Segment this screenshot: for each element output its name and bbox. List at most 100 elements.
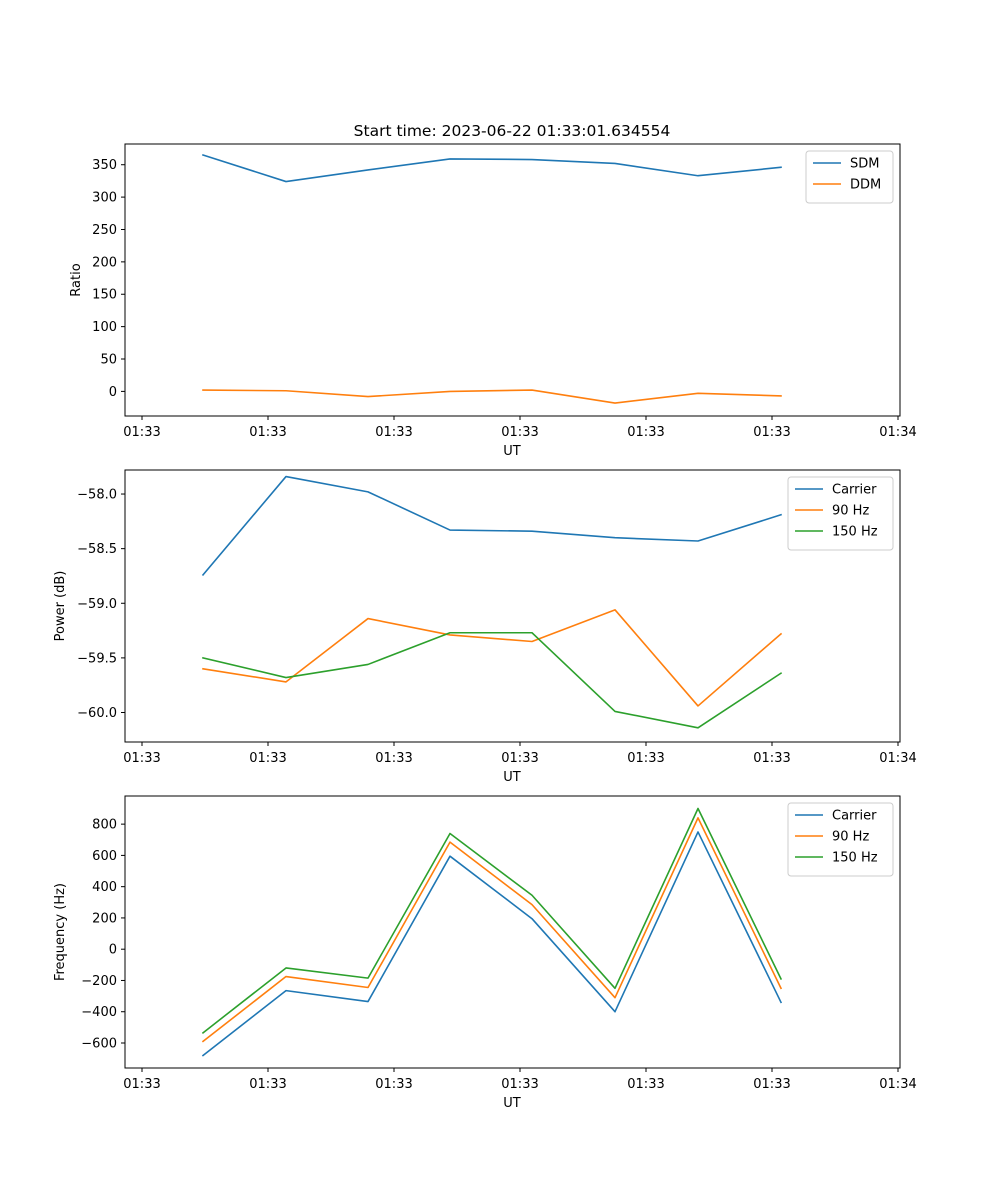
x-tick-label: 01:33 [375, 1077, 412, 1092]
data-point [367, 169, 369, 171]
series-line-ddm [202, 389, 782, 404]
data-point [285, 181, 287, 183]
y-tick-label: 50 [100, 353, 117, 368]
data-point [449, 391, 451, 393]
legend-entry-label: 90 Hz [832, 504, 869, 519]
x-tick-label: 01:33 [375, 751, 412, 766]
chart-panel-2: −60.0 −59.5 −59.0 −58.5 −58.0 01:33 01:33 01:33… [53, 469, 917, 785]
x-tick-label: 01:33 [249, 1077, 286, 1092]
series-line-sdm [201, 154, 782, 183]
data-point [202, 668, 204, 670]
y-tick-label: 200 [92, 255, 117, 270]
y-axis-label: Power (dB) [53, 571, 68, 642]
data-point [614, 163, 616, 165]
x-tick-label: 01:33 [123, 1077, 160, 1092]
data-point [531, 632, 533, 634]
x-tick-label: 01:33 [753, 1077, 790, 1092]
x-tick-label: 01:33 [249, 425, 286, 440]
x-tick-label: 01:33 [627, 1077, 664, 1092]
legend-entry-label: 90 Hz [832, 830, 869, 845]
data-point [449, 632, 451, 634]
data-point [202, 1032, 204, 1034]
data-point [285, 990, 287, 992]
data-point [614, 609, 616, 611]
y-tick-label: −60.0 [77, 706, 117, 721]
data-point [780, 672, 782, 674]
data-point [780, 987, 782, 989]
y-tick-label: −58.0 [77, 488, 117, 503]
data-point [202, 657, 204, 659]
data-point [531, 894, 533, 896]
data-point [202, 1055, 204, 1057]
x-tick-label: 01:34 [879, 1077, 916, 1092]
y-tick-label: 400 [92, 880, 117, 895]
y-tick-label: −59.0 [77, 597, 117, 612]
y-tick-label: 800 [92, 818, 117, 833]
y-tick-label: −600 [81, 1036, 117, 1051]
series-line-90-hz [201, 817, 783, 1043]
series-line-150-hz [202, 631, 783, 729]
legend-entry-label: 150 Hz [832, 525, 878, 540]
data-point [285, 976, 287, 978]
y-tick-label: 150 [92, 288, 117, 303]
x-axis-label: UT [503, 770, 521, 785]
data-point [367, 977, 369, 979]
data-point [531, 159, 533, 161]
data-point [449, 855, 451, 857]
data-point [367, 618, 369, 620]
series-line-carrier [201, 831, 783, 1057]
chart-panel-3: −600 −400 −200 0 200 400 600 800 01:33 01:33 01:33… [53, 795, 917, 1111]
data-point [449, 529, 451, 531]
data-point [531, 918, 533, 920]
data-point [614, 1011, 616, 1013]
data-point [697, 705, 699, 707]
y-tick-label: 0 [109, 385, 117, 400]
data-point [697, 393, 699, 395]
y-tick-label: 250 [92, 223, 117, 238]
data-point [780, 514, 782, 516]
data-point [367, 664, 369, 666]
x-tick-label: 01:33 [501, 1077, 538, 1092]
x-tick-label: 01:33 [123, 751, 160, 766]
data-point [780, 167, 782, 169]
y-tick-label: −59.5 [77, 651, 117, 666]
y-tick-label: 0 [109, 943, 117, 958]
y-tick-label: −58.5 [77, 542, 117, 557]
data-point [449, 841, 451, 843]
x-tick-label: 01:33 [753, 751, 790, 766]
x-tick-label: 01:33 [501, 751, 538, 766]
data-point [367, 491, 369, 493]
data-point [449, 634, 451, 636]
x-tick-label: 01:33 [501, 425, 538, 440]
data-point [614, 997, 616, 999]
x-tick-label: 01:33 [753, 425, 790, 440]
legend-entry-label: 150 Hz [832, 851, 878, 866]
axes-frame [124, 795, 901, 1069]
data-point [614, 537, 616, 539]
y-axis-label: Ratio [69, 263, 84, 296]
x-tick-label: 01:33 [123, 425, 160, 440]
data-point [531, 641, 533, 643]
y-tick-label: −200 [81, 974, 117, 989]
legend-entry-label: DDM [850, 178, 881, 193]
legend-box [805, 150, 894, 204]
series-line-90-hz [202, 609, 783, 707]
data-point [780, 395, 782, 397]
data-point [285, 390, 287, 392]
data-point [780, 1002, 782, 1004]
y-tick-label: 350 [92, 158, 117, 173]
data-point [697, 727, 699, 729]
data-point [367, 987, 369, 989]
data-point [614, 711, 616, 713]
y-tick-label: 100 [92, 320, 117, 335]
data-point [780, 978, 782, 980]
data-point [697, 540, 699, 542]
data-point [697, 808, 699, 810]
data-point [614, 987, 616, 989]
x-axis-label: UT [503, 1096, 521, 1111]
data-point [697, 175, 699, 177]
x-tick-label: 01:33 [627, 425, 664, 440]
data-point [531, 530, 533, 532]
